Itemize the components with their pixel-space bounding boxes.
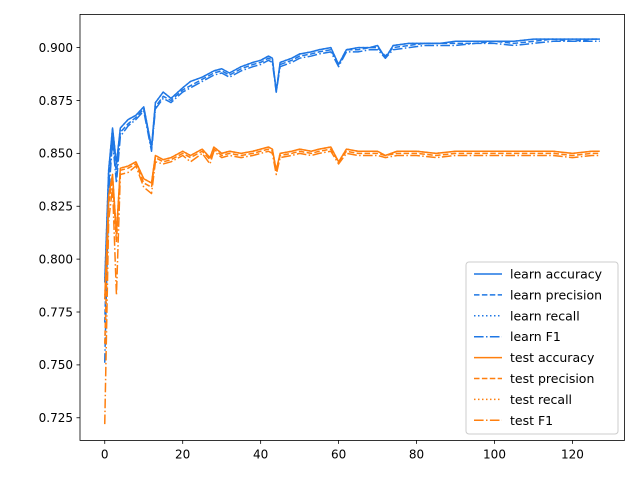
legend-label-test-precision: test precision bbox=[510, 371, 594, 386]
legend: learn accuracy learn precision learn recal… bbox=[465, 261, 619, 435]
x-tick-label: 40 bbox=[253, 447, 268, 461]
x-tick-label: 60 bbox=[331, 447, 346, 461]
y-tick-label: 0.725 bbox=[39, 411, 73, 425]
y-tick-label: 0.875 bbox=[39, 94, 73, 108]
legend-label-test-recall: test recall bbox=[510, 392, 572, 407]
y-tick-label: 0.775 bbox=[39, 305, 73, 319]
legend-label-learn-f1: learn F1 bbox=[510, 329, 561, 344]
x-axis: 0 20 40 60 80 100 120 bbox=[101, 440, 584, 461]
legend-label-learn-precision: learn precision bbox=[510, 287, 602, 302]
series-line-test-f1 bbox=[104, 150, 600, 425]
y-tick-label: 0.825 bbox=[39, 200, 73, 214]
x-tick-label: 100 bbox=[483, 447, 506, 461]
legend-box bbox=[465, 261, 619, 435]
legend-label-test-accuracy: test accuracy bbox=[510, 350, 595, 365]
x-tick-label: 120 bbox=[561, 447, 584, 461]
series-layer bbox=[104, 38, 600, 425]
legend-label-test-f1: test F1 bbox=[510, 413, 553, 428]
plot-frame bbox=[79, 13, 625, 441]
y-tick-label: 0.750 bbox=[39, 358, 73, 372]
x-tick-label: 0 bbox=[101, 447, 109, 461]
y-tick-label: 0.900 bbox=[39, 41, 73, 55]
x-tick-label: 80 bbox=[409, 447, 424, 461]
x-tick-label: 20 bbox=[175, 447, 190, 461]
series-line-test-recall bbox=[104, 146, 600, 300]
series-line-test-precision bbox=[104, 148, 600, 344]
y-tick-label: 0.800 bbox=[39, 252, 73, 266]
y-tick-label: 0.850 bbox=[39, 147, 73, 161]
legend-label-learn-accuracy: learn accuracy bbox=[510, 267, 603, 282]
series-line-learn-f1 bbox=[104, 40, 600, 363]
legend-label-learn-recall: learn recall bbox=[510, 308, 580, 323]
y-axis: 0.725 0.750 0.775 0.800 0.825 0.850 0.875 0.900 bbox=[39, 41, 80, 425]
